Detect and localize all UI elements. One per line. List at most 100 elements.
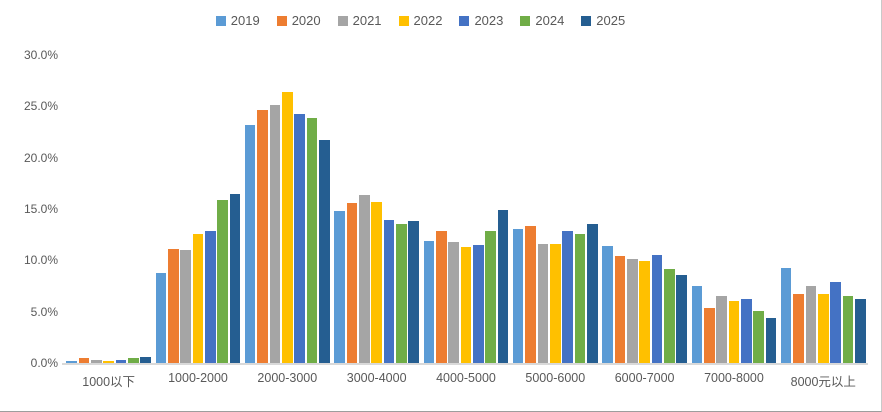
bar-2019-2000-3000 (244, 124, 256, 363)
bar-2022-1000以下 (103, 360, 114, 363)
bar-2021-8000元以上 (805, 286, 817, 363)
x-axis-label: 7000-8000 (704, 371, 764, 385)
legend-item-2021: 2021 (337, 13, 382, 28)
bar-group-7000-8000 (689, 55, 778, 363)
x-axis-line (62, 363, 868, 365)
x-axis-label: 4000-5000 (436, 371, 496, 385)
legend-item-2019: 2019 (215, 13, 260, 28)
y-tick-label: 0.0% (30, 356, 58, 370)
y-axis: 0.0% 5.0% 10.0% 15.0% 20.0% 25.0% 30.0% (0, 49, 58, 369)
bar-2024-6000-7000 (664, 268, 675, 363)
bar-2024-8000元以上 (842, 296, 854, 363)
bar-2023-1000以下 (115, 359, 127, 363)
bar-2022-7000-8000 (728, 301, 740, 363)
x-axis-label: 1000以下 (82, 375, 136, 389)
bar-2024-7000-8000 (753, 310, 764, 363)
bar-2020-2000-3000 (257, 110, 268, 363)
bar-2025-8000元以上 (855, 299, 866, 363)
legend-label: 2019 (230, 13, 260, 28)
bar-2020-6000-7000 (614, 256, 626, 363)
chart-legend: 2019 2020 2021 2022 2023 2024 2025 (0, 13, 841, 28)
bar-2022-1000-2000 (192, 233, 204, 363)
bar-2021-5000-6000 (537, 243, 549, 363)
bar-2025-7000-8000 (765, 317, 777, 363)
bar-2025-5000-6000 (587, 224, 598, 363)
legend-label: 2023 (474, 13, 504, 28)
bar-2025-1000-2000 (229, 193, 241, 363)
x-axis-label: 6000-7000 (614, 371, 675, 385)
bar-2023-6000-7000 (651, 255, 663, 363)
y-tick-label: 10.0% (23, 253, 58, 268)
bar-2024-1000以下 (128, 357, 139, 363)
bar-2019-6000-7000 (602, 245, 613, 363)
legend-swatch-icon (581, 15, 592, 26)
x-axis-label: 3000-4000 (346, 371, 407, 385)
legend-item-2020: 2020 (276, 13, 321, 28)
bar-2021-4000-5000 (448, 241, 459, 363)
bar-2022-8000元以上 (817, 294, 829, 363)
bar-2020-3000-4000 (346, 202, 358, 363)
bar-2020-1000以下 (78, 357, 90, 363)
bar-group-5000-6000 (511, 55, 600, 363)
legend-swatch-icon (276, 15, 287, 26)
x-axis-label: 8000元以上 (790, 375, 856, 389)
legend-item-2022: 2022 (398, 13, 442, 28)
x-axis-labels: 1000以下 1000-2000 2000-3000 3000-4000 4000-50… (64, 371, 868, 390)
x-axis-label: 1000-2000 (168, 371, 228, 385)
legend-swatch-icon (337, 15, 348, 26)
legend-swatch-icon (215, 15, 226, 26)
bar-2022-6000-7000 (639, 261, 650, 363)
legend-item-2025: 2025 (581, 13, 625, 28)
bar-2023-1000-2000 (205, 230, 216, 363)
y-tick-label: 30.0% (23, 48, 58, 62)
bar-2023-2000-3000 (294, 113, 305, 363)
bar-2024-4000-5000 (485, 230, 497, 363)
legend-item-2023: 2023 (459, 13, 503, 28)
bar-2023-8000元以上 (830, 281, 841, 363)
bar-2019-8000元以上 (780, 267, 792, 363)
bar-2019-1000以下 (66, 360, 77, 363)
bar-2021-2000-3000 (269, 105, 281, 363)
bar-2021-1000以下 (90, 359, 102, 363)
y-tick-label: 5.0% (30, 304, 58, 319)
bar-2024-5000-6000 (574, 233, 586, 363)
bar-2025-2000-3000 (319, 140, 330, 363)
bar-2022-3000-4000 (371, 201, 382, 363)
bar-2023-5000-6000 (562, 230, 573, 363)
y-tick-label: 20.0% (23, 150, 58, 165)
bar-2020-4000-5000 (435, 230, 447, 363)
bar-2021-3000-4000 (358, 194, 370, 363)
bar-2024-2000-3000 (306, 117, 318, 363)
bar-2023-4000-5000 (473, 244, 484, 363)
x-axis-label: 5000-6000 (525, 371, 586, 385)
legend-label: 2024 (535, 13, 565, 28)
bar-group-1000-2000 (153, 55, 242, 363)
legend-label: 2025 (596, 13, 626, 28)
legend-label: 2021 (352, 13, 382, 28)
bar-group-4000-5000 (421, 55, 510, 363)
bar-2019-3000-4000 (334, 211, 345, 363)
bar-group-2000-3000 (243, 55, 332, 363)
bar-2025-4000-5000 (497, 210, 509, 363)
x-axis-label: 2000-3000 (257, 371, 318, 385)
legend-label: 2020 (291, 13, 321, 28)
bar-2019-5000-6000 (512, 228, 524, 363)
legend-item-2024: 2024 (520, 13, 564, 28)
bar-group-8000元以上 (779, 55, 868, 363)
bar-2023-3000-4000 (383, 220, 395, 363)
bar-groups (64, 55, 868, 363)
bar-group-6000-7000 (600, 55, 689, 363)
bar-2025-6000-7000 (676, 274, 688, 363)
bar-2020-7000-8000 (703, 307, 715, 363)
bar-2019-4000-5000 (423, 240, 435, 363)
plot-area (64, 55, 868, 363)
bar-2024-3000-4000 (396, 224, 407, 363)
y-tick-label: 25.0% (23, 99, 58, 114)
legend-swatch-icon (459, 15, 470, 26)
bar-2019-7000-8000 (691, 286, 703, 363)
bar-2023-7000-8000 (741, 299, 752, 363)
bar-2025-3000-4000 (408, 221, 420, 363)
bar-2021-6000-7000 (626, 259, 638, 363)
bar-2021-7000-8000 (716, 296, 727, 363)
legend-swatch-icon (398, 15, 409, 26)
